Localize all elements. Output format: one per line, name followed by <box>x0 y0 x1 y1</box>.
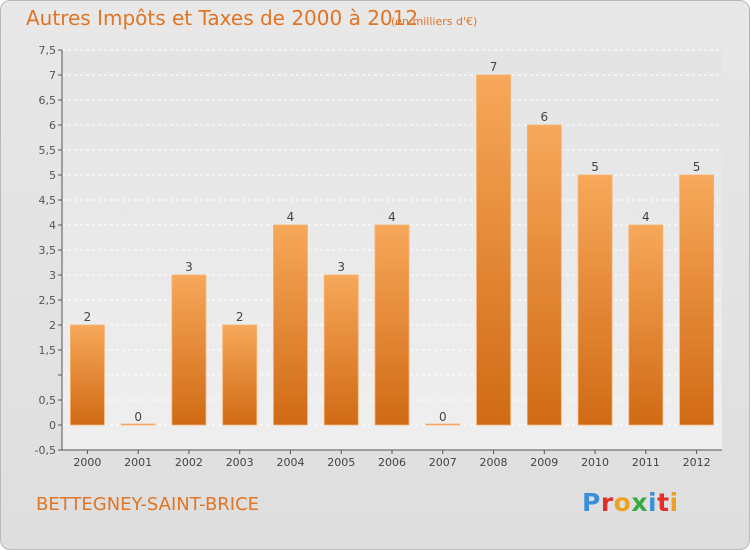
proxiti-logo[interactable]: Proxiti <box>582 488 679 517</box>
bar-value-label: 0 <box>439 410 447 424</box>
bar-value-label: 3 <box>185 260 193 274</box>
bar <box>222 324 258 426</box>
bar <box>374 224 410 426</box>
y-tick-label: 0 <box>49 419 56 432</box>
chart-subtitle: (en milliers d'€) <box>391 15 478 28</box>
bar <box>273 224 308 426</box>
bar <box>476 74 511 426</box>
bar-value-label: 4 <box>388 210 396 224</box>
bar-value-label: 5 <box>693 160 701 174</box>
bar <box>425 423 461 426</box>
bar-value-label: 7 <box>490 60 498 74</box>
bar-value-label: 2 <box>84 310 92 324</box>
bar <box>120 423 156 426</box>
y-tick-label: 5 <box>49 169 56 182</box>
x-tick-label: 2006 <box>378 456 406 469</box>
y-tick-label: 6 <box>49 119 56 132</box>
logo-letter: x <box>631 488 648 517</box>
x-tick-label: 2005 <box>327 456 355 469</box>
y-tick-label: 7 <box>49 69 56 82</box>
y-tick-label: 0,5 <box>39 394 57 407</box>
bar <box>628 224 664 426</box>
x-tick-label: 2000 <box>73 456 101 469</box>
y-tick-label: -0,5 <box>35 444 56 457</box>
bar-value-label: 5 <box>591 160 599 174</box>
y-tick-label: 3 <box>49 269 56 282</box>
x-tick-label: 2001 <box>124 456 152 469</box>
y-tick-label: 4 <box>49 219 56 232</box>
bar <box>323 274 359 426</box>
bar-value-label: 3 <box>337 260 345 274</box>
bar-value-label: 4 <box>287 210 295 224</box>
logo-letter: o <box>613 488 632 517</box>
commune-name: BETTEGNEY-SAINT-BRICE <box>36 494 260 515</box>
x-tick-label: 2009 <box>530 456 558 469</box>
x-tick-label: 2003 <box>226 456 254 469</box>
x-tick-label: 2012 <box>683 456 711 469</box>
bar-value-label: 0 <box>134 410 142 424</box>
bar <box>679 174 715 426</box>
x-tick-label: 2010 <box>581 456 609 469</box>
logo-letter: i <box>648 488 658 517</box>
bar-value-label: 4 <box>642 210 650 224</box>
x-tick-label: 2011 <box>632 456 660 469</box>
logo-letter: r <box>600 488 614 517</box>
x-tick-label: 2007 <box>429 456 457 469</box>
chart-title: Autres Impôts et Taxes de 2000 à 2012 <box>26 6 419 30</box>
y-tick-label: 2,5 <box>39 294 57 307</box>
y-tick-label: 4,5 <box>39 194 57 207</box>
bar <box>69 324 105 426</box>
y-tick-label: 6,5 <box>39 94 57 107</box>
bar <box>526 124 562 426</box>
y-tick-label: 5,5 <box>39 144 57 157</box>
x-tick-label: 2004 <box>276 456 304 469</box>
x-tick-label: 2008 <box>480 456 508 469</box>
logo-letter: i <box>669 488 679 517</box>
y-tick-label: 2 <box>49 319 56 332</box>
bar <box>171 274 207 426</box>
bar-value-label: 6 <box>540 110 548 124</box>
bar <box>577 174 613 426</box>
bar-value-label: 2 <box>236 310 244 324</box>
y-tick-label: 1,5 <box>39 344 57 357</box>
x-tick-label: 2002 <box>175 456 203 469</box>
logo-letter: P <box>582 488 601 517</box>
y-tick-label: 7,5 <box>39 44 57 57</box>
y-tick-label: 3,5 <box>39 244 57 257</box>
logo-letter: t <box>657 488 670 517</box>
